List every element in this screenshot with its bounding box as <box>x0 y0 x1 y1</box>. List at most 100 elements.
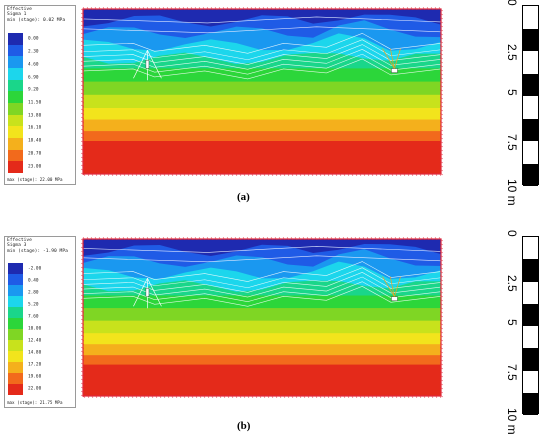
boundary-tick <box>186 6 190 11</box>
boundary-tick <box>439 262 444 266</box>
boundary-tick <box>402 236 406 241</box>
boundary-tick <box>430 236 434 241</box>
scale-segment <box>523 96 538 119</box>
anchor-marker <box>145 60 150 69</box>
boundary-tick <box>358 236 362 241</box>
legend-panel-b: Effective Sigma 3 min (stage): -1.90 MPa… <box>4 236 76 408</box>
boundary-tick <box>350 6 354 11</box>
boundary-tick <box>98 236 102 241</box>
boundary-tick <box>318 236 322 241</box>
boundary-tick <box>334 394 338 399</box>
boundary-tick <box>402 6 406 11</box>
boundary-tick <box>278 394 282 399</box>
boundary-tick <box>166 6 170 11</box>
legend-footer: max (stage): 22.00 MPa <box>7 177 63 182</box>
boundary-tick <box>439 366 444 370</box>
boundary-tick <box>439 40 444 44</box>
boundary-tick <box>202 172 206 177</box>
boundary-tick <box>282 394 286 399</box>
boundary-tick <box>86 172 90 177</box>
scale-segment <box>523 348 538 371</box>
boundary-tick <box>86 394 90 399</box>
legend-title: Effective Sigma 1 min (stage): 0.02 MPa <box>7 7 66 23</box>
boundary-tick <box>134 394 138 399</box>
boundary-tick <box>418 236 422 241</box>
boundary-tick <box>439 274 444 278</box>
boundary-tick <box>439 330 444 334</box>
boundary-tick <box>439 144 444 148</box>
boundary-tick <box>426 6 430 11</box>
boundary-tick <box>430 172 434 177</box>
boundary-tick <box>114 236 118 241</box>
boundary-tick <box>80 242 85 246</box>
boundary-tick <box>80 88 85 92</box>
legend-value-label: 6.90 <box>28 75 39 81</box>
boundary-tick <box>326 236 330 241</box>
boundary-tick <box>154 6 158 11</box>
anchor-marker <box>391 68 398 73</box>
boundary-tick <box>362 394 366 399</box>
boundary-tick <box>439 52 444 56</box>
boundary-tick <box>310 6 314 11</box>
boundary-tick <box>190 172 194 177</box>
boundary-tick <box>398 394 402 399</box>
boundary-tick <box>86 236 90 241</box>
legend-value-label: 20.70 <box>28 151 42 157</box>
boundary-tick <box>170 172 174 177</box>
boundary-tick <box>80 40 85 44</box>
stratum-line <box>82 276 442 298</box>
boundary-tick <box>394 394 398 399</box>
legend-value-label: -2.00 <box>28 266 42 272</box>
boundary-tick <box>114 6 118 11</box>
boundary-tick <box>382 172 386 177</box>
boundary-tick <box>326 394 330 399</box>
boundary-tick <box>418 172 422 177</box>
boundary-tick <box>154 172 158 177</box>
boundary-tick <box>94 236 98 241</box>
boundary-tick <box>270 6 274 11</box>
boundary-tick <box>106 172 110 177</box>
boundary-tick <box>350 236 354 241</box>
boundary-tick <box>122 394 126 399</box>
boundary-tick <box>106 6 110 11</box>
legend-value-label: 0.00 <box>28 36 39 42</box>
mesh-border <box>82 238 442 397</box>
boundary-tick <box>102 6 106 11</box>
boundary-tick <box>246 394 250 399</box>
scale-segment <box>523 118 538 141</box>
boundary-tick <box>174 6 178 11</box>
boundary-tick <box>439 168 444 172</box>
legend-color-bar <box>8 263 23 395</box>
bolt-line <box>147 50 162 79</box>
boundary-tick <box>270 236 274 241</box>
boundary-tick <box>334 172 338 177</box>
legend-swatch <box>8 102 23 115</box>
stratum-line <box>82 281 442 302</box>
boundary-tick <box>330 236 334 241</box>
boundary-tick <box>434 236 438 241</box>
boundary-tick <box>182 6 186 11</box>
boundary-tick <box>80 132 85 136</box>
boundary-tick <box>86 6 90 11</box>
boundary-tick <box>158 6 162 11</box>
boundary-tick <box>210 172 214 177</box>
stratum-line <box>82 267 442 289</box>
boundary-tick <box>98 394 102 399</box>
boundary-tick <box>202 394 206 399</box>
boundary-tick <box>150 172 154 177</box>
scale-tick-label: 5 <box>505 319 519 326</box>
legend-swatch <box>8 285 23 296</box>
boundary-tick <box>234 394 238 399</box>
stratum-line <box>82 58 442 80</box>
boundary-tick <box>434 6 438 11</box>
scale-segment <box>523 392 538 415</box>
boundary-tick <box>439 140 444 144</box>
boundary-tick <box>226 394 230 399</box>
boundary-tick <box>80 302 85 306</box>
boundary-tick <box>439 124 444 128</box>
boundary-tick <box>170 6 174 11</box>
boundary-tick <box>410 236 414 241</box>
boundary-tick <box>326 6 330 11</box>
boundary-tick <box>80 354 85 358</box>
boundary-tick <box>102 236 106 241</box>
